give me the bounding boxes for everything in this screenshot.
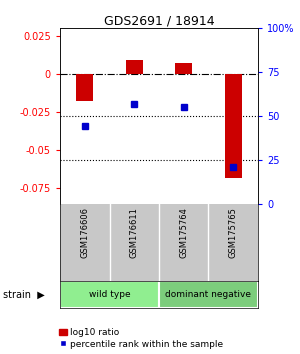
- Bar: [76, 74, 93, 102]
- Bar: [175, 63, 192, 74]
- Text: GSM176606: GSM176606: [80, 207, 89, 258]
- Text: GSM175765: GSM175765: [229, 207, 238, 258]
- Text: strain  ▶: strain ▶: [3, 290, 45, 300]
- Text: GSM176611: GSM176611: [130, 207, 139, 258]
- Text: GSM175764: GSM175764: [179, 207, 188, 258]
- Bar: [60, 281, 159, 308]
- Bar: [159, 281, 258, 308]
- Text: wild type: wild type: [89, 290, 130, 299]
- Title: GDS2691 / 18914: GDS2691 / 18914: [104, 14, 214, 27]
- Text: dominant negative: dominant negative: [166, 290, 251, 299]
- Bar: [225, 74, 242, 178]
- Legend: log10 ratio, percentile rank within the sample: log10 ratio, percentile rank within the …: [58, 327, 224, 349]
- Bar: [126, 60, 143, 74]
